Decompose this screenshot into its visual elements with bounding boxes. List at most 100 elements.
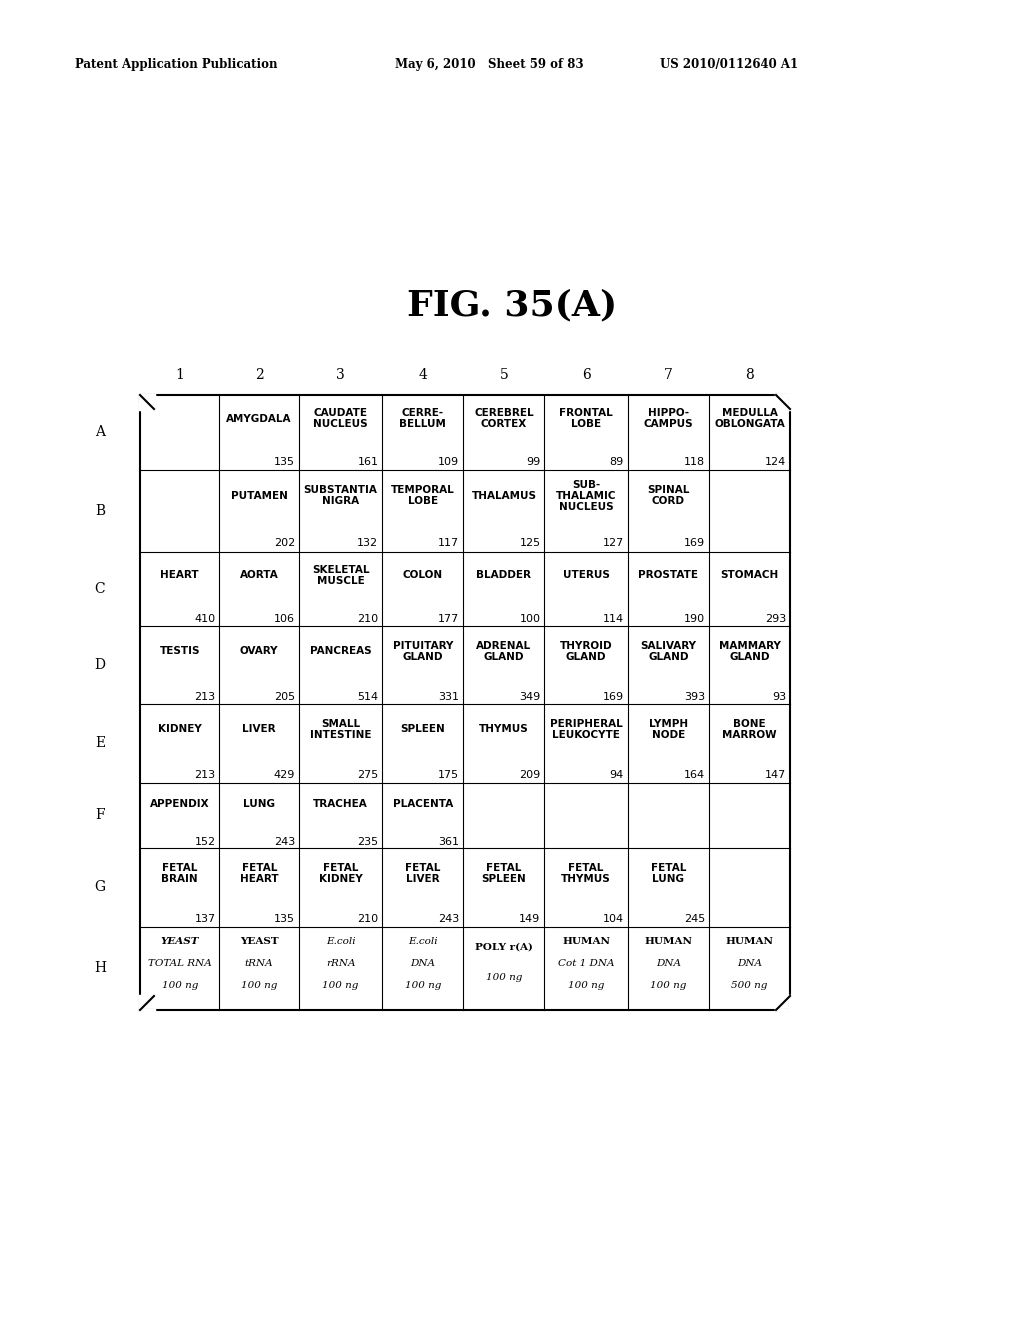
Text: 147: 147 bbox=[765, 770, 786, 780]
Text: TOTAL RNA: TOTAL RNA bbox=[147, 960, 212, 969]
Text: 190: 190 bbox=[684, 614, 705, 623]
Text: tRNA: tRNA bbox=[245, 960, 273, 969]
Text: 106: 106 bbox=[274, 614, 295, 623]
Text: A: A bbox=[95, 425, 105, 440]
Text: HUMAN: HUMAN bbox=[562, 937, 610, 946]
Text: SUBSTANTIA
NIGRA: SUBSTANTIA NIGRA bbox=[304, 486, 378, 507]
Text: 8: 8 bbox=[745, 368, 754, 381]
Text: DNA: DNA bbox=[656, 960, 681, 969]
Text: 169: 169 bbox=[603, 692, 624, 701]
Text: DNA: DNA bbox=[411, 960, 435, 969]
Text: LUNG: LUNG bbox=[243, 799, 275, 809]
Text: 210: 210 bbox=[357, 913, 378, 924]
Text: 137: 137 bbox=[195, 913, 215, 924]
Text: 429: 429 bbox=[273, 770, 295, 780]
Text: PUTAMEN: PUTAMEN bbox=[230, 491, 288, 500]
Text: SMALL
INTESTINE: SMALL INTESTINE bbox=[310, 719, 372, 741]
Text: 4: 4 bbox=[419, 368, 427, 381]
Text: FETAL
BRAIN: FETAL BRAIN bbox=[162, 863, 198, 884]
Text: FETAL
LUNG: FETAL LUNG bbox=[650, 863, 686, 884]
Text: MAMMARY
GLAND: MAMMARY GLAND bbox=[719, 640, 780, 661]
Text: 100: 100 bbox=[519, 614, 541, 623]
Text: YEAST: YEAST bbox=[161, 937, 199, 946]
Text: 109: 109 bbox=[438, 457, 460, 467]
Text: 500 ng: 500 ng bbox=[731, 981, 768, 990]
Text: FETAL
LIVER: FETAL LIVER bbox=[406, 863, 440, 884]
Text: 100 ng: 100 ng bbox=[241, 981, 278, 990]
Text: AMYGDALA: AMYGDALA bbox=[226, 414, 292, 424]
Text: FRONTAL
LOBE: FRONTAL LOBE bbox=[559, 408, 613, 429]
Text: 245: 245 bbox=[684, 913, 705, 924]
Text: HIPPO-
CAMPUS: HIPPO- CAMPUS bbox=[644, 408, 693, 429]
Text: 213: 213 bbox=[195, 770, 215, 780]
Text: 361: 361 bbox=[438, 837, 460, 846]
Text: PERIPHERAL
LEUKOCYTE: PERIPHERAL LEUKOCYTE bbox=[550, 719, 623, 741]
Text: SKELETAL
MUSCLE: SKELETAL MUSCLE bbox=[312, 565, 370, 586]
Text: B: B bbox=[95, 503, 105, 517]
Bar bbox=[140, 395, 790, 1010]
Text: COLON: COLON bbox=[402, 570, 443, 581]
Text: PANCREAS: PANCREAS bbox=[310, 645, 372, 656]
Text: 3: 3 bbox=[336, 368, 345, 381]
Text: E.coli: E.coli bbox=[409, 937, 437, 946]
Text: CAUDATE
NUCLEUS: CAUDATE NUCLEUS bbox=[313, 408, 368, 429]
Text: F: F bbox=[95, 808, 104, 822]
Text: FETAL
KIDNEY: FETAL KIDNEY bbox=[318, 863, 362, 884]
Text: Cot 1 DNA: Cot 1 DNA bbox=[558, 960, 614, 969]
Text: HUMAN: HUMAN bbox=[644, 937, 692, 946]
Text: BONE
MARROW: BONE MARROW bbox=[722, 719, 777, 741]
Text: KIDNEY: KIDNEY bbox=[158, 725, 202, 734]
Text: 6: 6 bbox=[582, 368, 591, 381]
Text: 100 ng: 100 ng bbox=[404, 981, 441, 990]
Text: AORTA: AORTA bbox=[240, 570, 279, 581]
Text: 125: 125 bbox=[519, 539, 541, 548]
Text: 243: 243 bbox=[273, 837, 295, 846]
Text: SUB-
THALAMIC
NUCLEUS: SUB- THALAMIC NUCLEUS bbox=[556, 479, 616, 512]
Text: THYMUS: THYMUS bbox=[479, 725, 528, 734]
Text: 117: 117 bbox=[438, 539, 460, 548]
Text: 152: 152 bbox=[195, 837, 215, 846]
Text: 99: 99 bbox=[526, 457, 541, 467]
Text: THALAMUS: THALAMUS bbox=[471, 491, 537, 500]
Text: 100 ng: 100 ng bbox=[323, 981, 358, 990]
Text: FETAL
THYMUS: FETAL THYMUS bbox=[561, 863, 611, 884]
Text: 127: 127 bbox=[603, 539, 624, 548]
Text: THYROID
GLAND: THYROID GLAND bbox=[560, 640, 612, 661]
Text: rRNA: rRNA bbox=[326, 960, 355, 969]
Text: E: E bbox=[95, 737, 105, 751]
Text: ADRENAL
GLAND: ADRENAL GLAND bbox=[476, 640, 531, 661]
Text: FETAL
SPLEEN: FETAL SPLEEN bbox=[481, 863, 526, 884]
Text: 100 ng: 100 ng bbox=[162, 981, 198, 990]
Text: FETAL
HEART: FETAL HEART bbox=[240, 863, 279, 884]
Text: PITUITARY
GLAND: PITUITARY GLAND bbox=[392, 640, 453, 661]
Text: 132: 132 bbox=[357, 539, 378, 548]
Text: 100 ng: 100 ng bbox=[485, 973, 522, 982]
Text: UTERUS: UTERUS bbox=[563, 570, 609, 581]
Text: G: G bbox=[94, 880, 105, 895]
Text: 293: 293 bbox=[765, 614, 786, 623]
Text: 135: 135 bbox=[274, 913, 295, 924]
Text: Patent Application Publication: Patent Application Publication bbox=[75, 58, 278, 71]
Text: 205: 205 bbox=[273, 692, 295, 701]
Text: 5: 5 bbox=[500, 368, 508, 381]
Text: TEMPORAL
LOBE: TEMPORAL LOBE bbox=[391, 486, 455, 507]
Text: YEAST: YEAST bbox=[240, 937, 279, 946]
Text: D: D bbox=[94, 659, 105, 672]
Text: LYMPH
NODE: LYMPH NODE bbox=[649, 719, 688, 741]
Text: 393: 393 bbox=[684, 692, 705, 701]
Text: CERRE-
BELLUM: CERRE- BELLUM bbox=[399, 408, 446, 429]
Text: SALIVARY
GLAND: SALIVARY GLAND bbox=[640, 640, 696, 661]
Text: 124: 124 bbox=[765, 457, 786, 467]
Text: OVARY: OVARY bbox=[240, 645, 279, 656]
Text: 275: 275 bbox=[357, 770, 378, 780]
Text: 235: 235 bbox=[357, 837, 378, 846]
Text: PLACENTA: PLACENTA bbox=[393, 799, 453, 809]
Text: 243: 243 bbox=[438, 913, 460, 924]
Text: 100 ng: 100 ng bbox=[568, 981, 604, 990]
Text: SPLEEN: SPLEEN bbox=[400, 725, 445, 734]
Text: SPINAL
CORD: SPINAL CORD bbox=[647, 486, 689, 507]
Text: 164: 164 bbox=[684, 770, 705, 780]
Text: FIG. 35(A): FIG. 35(A) bbox=[407, 288, 617, 322]
Text: TRACHEA: TRACHEA bbox=[313, 799, 368, 809]
Text: BLADDER: BLADDER bbox=[476, 570, 531, 581]
